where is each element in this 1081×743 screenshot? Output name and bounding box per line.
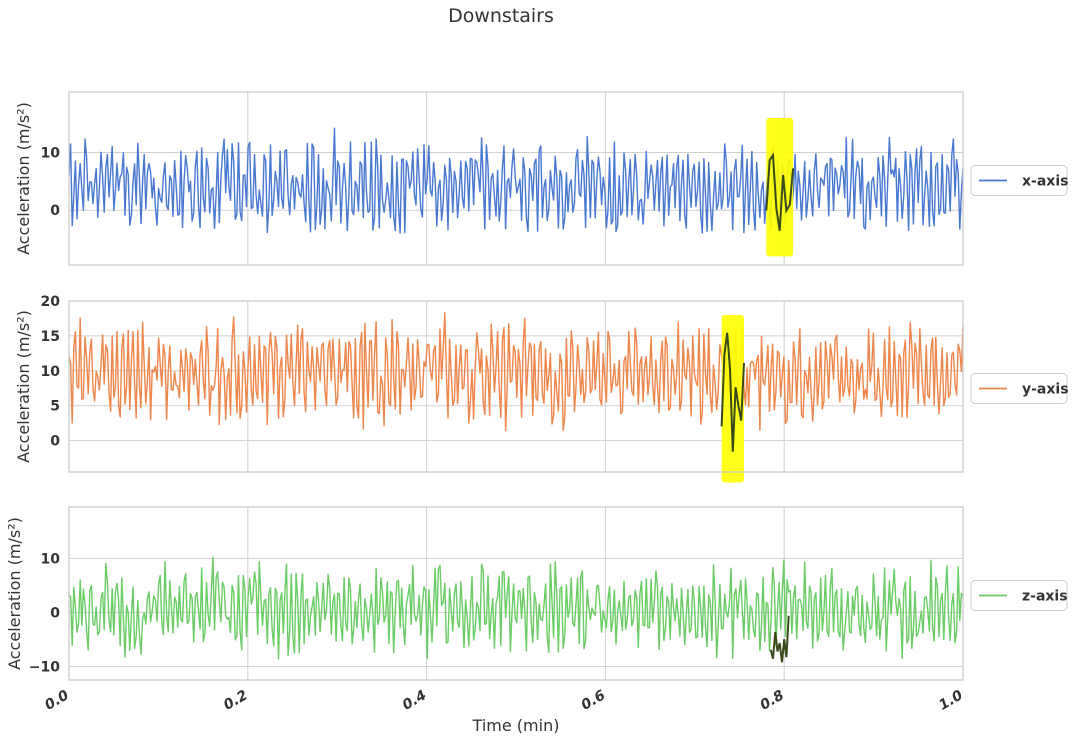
y-tick-label: 10 bbox=[41, 551, 61, 567]
x-tick-label: 0.6 bbox=[579, 687, 609, 713]
y-axis-label: Acceleration (m/s²) bbox=[14, 102, 33, 255]
highlight-trace bbox=[720, 332, 745, 452]
series-line-x-axis bbox=[68, 127, 964, 234]
panel-y-axis: 0 5 10 15 20 Acceleration (m/s²) y-axis bbox=[14, 294, 1069, 483]
y-tick-label: 20 bbox=[41, 294, 61, 310]
legend-label: x-axis bbox=[1022, 174, 1068, 190]
legend-x-axis: x-axis bbox=[970, 165, 1068, 196]
x-tick-label: 1.0 bbox=[936, 687, 966, 713]
panels-group: 0 10 Acceleration (m/s²) x-axis 0 5 10 15 20 Acce… bbox=[5, 91, 1069, 714]
x-tick-label: 0.0 bbox=[42, 687, 72, 713]
y-tick-label: 10 bbox=[41, 364, 61, 380]
legend-y-axis: y-axis bbox=[970, 373, 1069, 404]
y-tick-label: 15 bbox=[41, 329, 60, 345]
panel-x-axis: 0 10 Acceleration (m/s²) x-axis bbox=[14, 91, 1068, 266]
x-axis-label: Time (min) bbox=[472, 716, 560, 735]
y-tick-label: 10 bbox=[41, 146, 61, 162]
y-tick-label: 0 bbox=[50, 434, 60, 450]
plot-frame bbox=[68, 91, 964, 266]
y-axis-label: Acceleration (m/s²) bbox=[5, 517, 24, 670]
chart-title: Downstairs bbox=[448, 5, 554, 27]
x-tick-label: 0.4 bbox=[400, 687, 429, 713]
legend-z-axis: z-axis bbox=[970, 580, 1068, 611]
x-tick-label: 0.2 bbox=[221, 687, 250, 713]
plot-frame bbox=[68, 506, 964, 681]
y-tick-label: 0 bbox=[50, 605, 60, 621]
legend-box bbox=[970, 580, 1068, 611]
plot-frame bbox=[68, 300, 964, 473]
y-tick-label: −10 bbox=[29, 659, 60, 675]
panel-z-axis: −10 0 10 Acceleration (m/s²) z-axis bbox=[5, 506, 1068, 681]
highlight-mark bbox=[766, 117, 794, 257]
legend-box bbox=[970, 373, 1068, 404]
highlight-mark bbox=[721, 314, 744, 483]
legend-label: z-axis bbox=[1022, 589, 1068, 605]
y-tick-label: 0 bbox=[50, 203, 60, 219]
y-tick-label: 5 bbox=[50, 399, 60, 415]
series-line-y-axis bbox=[68, 312, 964, 432]
series-line-z-axis bbox=[68, 556, 964, 660]
legend-label: y-axis bbox=[1022, 382, 1069, 398]
legend-box bbox=[970, 165, 1068, 196]
highlight-trace bbox=[769, 615, 790, 663]
x-tick-label: 0.8 bbox=[757, 687, 787, 713]
highlight-trace bbox=[765, 152, 795, 231]
y-axis-label: Acceleration (m/s²) bbox=[14, 310, 33, 463]
